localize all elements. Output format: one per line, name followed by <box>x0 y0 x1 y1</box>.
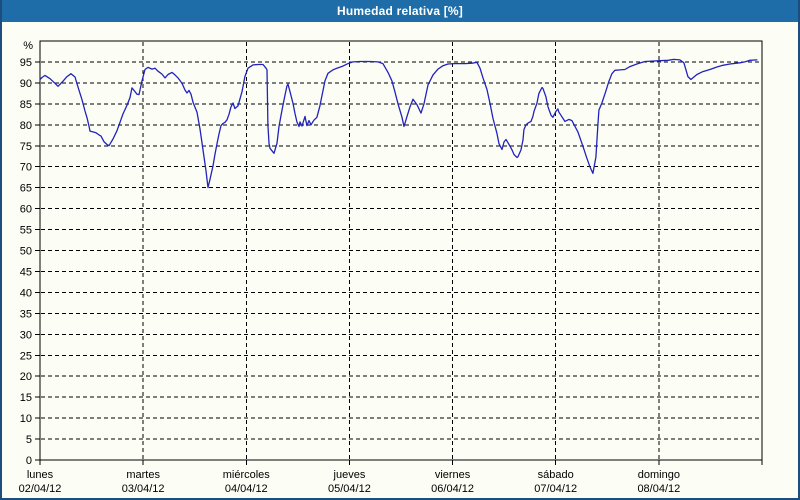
y-tick-label: 70 <box>20 162 32 174</box>
x-day-name-label: sábado <box>538 469 574 481</box>
x-day-name-label: domingo <box>638 469 680 481</box>
x-day-date-label: 05/04/12 <box>328 483 371 495</box>
y-tick-label: 45 <box>20 266 32 278</box>
y-tick-label: 60 <box>20 204 32 216</box>
chart-title: Humedad relativa [%] <box>336 4 464 18</box>
y-axis-unit-label: % <box>23 40 33 52</box>
x-day-name-label: jueves <box>333 469 366 481</box>
y-tick-label: 85 <box>20 99 32 111</box>
y-tick-label: 20 <box>20 371 32 383</box>
y-tick-label: 35 <box>20 308 32 320</box>
chart-title-bar: Humedad relativa [%] <box>2 0 798 22</box>
y-tick-label: 15 <box>20 392 32 404</box>
x-day-date-label: 06/04/12 <box>431 483 474 495</box>
x-day-name-label: miércoles <box>223 469 271 481</box>
y-tick-label: 80 <box>20 120 32 132</box>
y-tick-label: 40 <box>20 287 32 299</box>
x-day-name-label: martes <box>126 469 160 481</box>
y-axis-labels: 0 5 10 15 20 25 30 35 40 45 50 55 60 65 70 75 80 85 90 95% <box>20 40 33 467</box>
y-tick-label: 55 <box>20 225 32 237</box>
x-day-date-label: 03/04/12 <box>122 483 165 495</box>
y-tick-label: 10 <box>20 413 32 425</box>
y-tick-label: 5 <box>26 434 32 446</box>
humidity-line-chart: 0 5 10 15 20 25 30 35 40 45 50 55 60 65 70 75 80 85 90 95% l… <box>19 40 763 495</box>
y-tick-label: 30 <box>20 329 32 341</box>
y-tick-label: 65 <box>20 183 32 195</box>
x-day-name-label: lunes <box>27 469 54 481</box>
x-day-date-label: 08/04/12 <box>637 483 680 495</box>
humidity-line <box>39 58 758 189</box>
gridlines <box>41 42 761 459</box>
y-tick-label: 90 <box>20 78 32 90</box>
x-day-name-label: viernes <box>435 469 471 481</box>
chart-area: 0 5 10 15 20 25 30 35 40 45 50 55 60 65 70 75 80 85 90 95% l… <box>2 22 798 498</box>
axes-frame <box>35 40 763 465</box>
y-tick-label: 95 <box>20 57 32 69</box>
y-tick-label: 75 <box>20 141 32 153</box>
x-axis-labels: lunes 02/04/12 martes 03/04/12 miércoles 04/0… <box>19 469 681 495</box>
y-tick-label: 0 <box>26 455 32 467</box>
y-tick-label: 25 <box>20 350 32 362</box>
x-day-date-label: 04/04/12 <box>225 483 268 495</box>
x-day-date-label: 02/04/12 <box>19 483 62 495</box>
x-day-date-label: 07/04/12 <box>534 483 577 495</box>
y-tick-label: 50 <box>20 246 32 258</box>
